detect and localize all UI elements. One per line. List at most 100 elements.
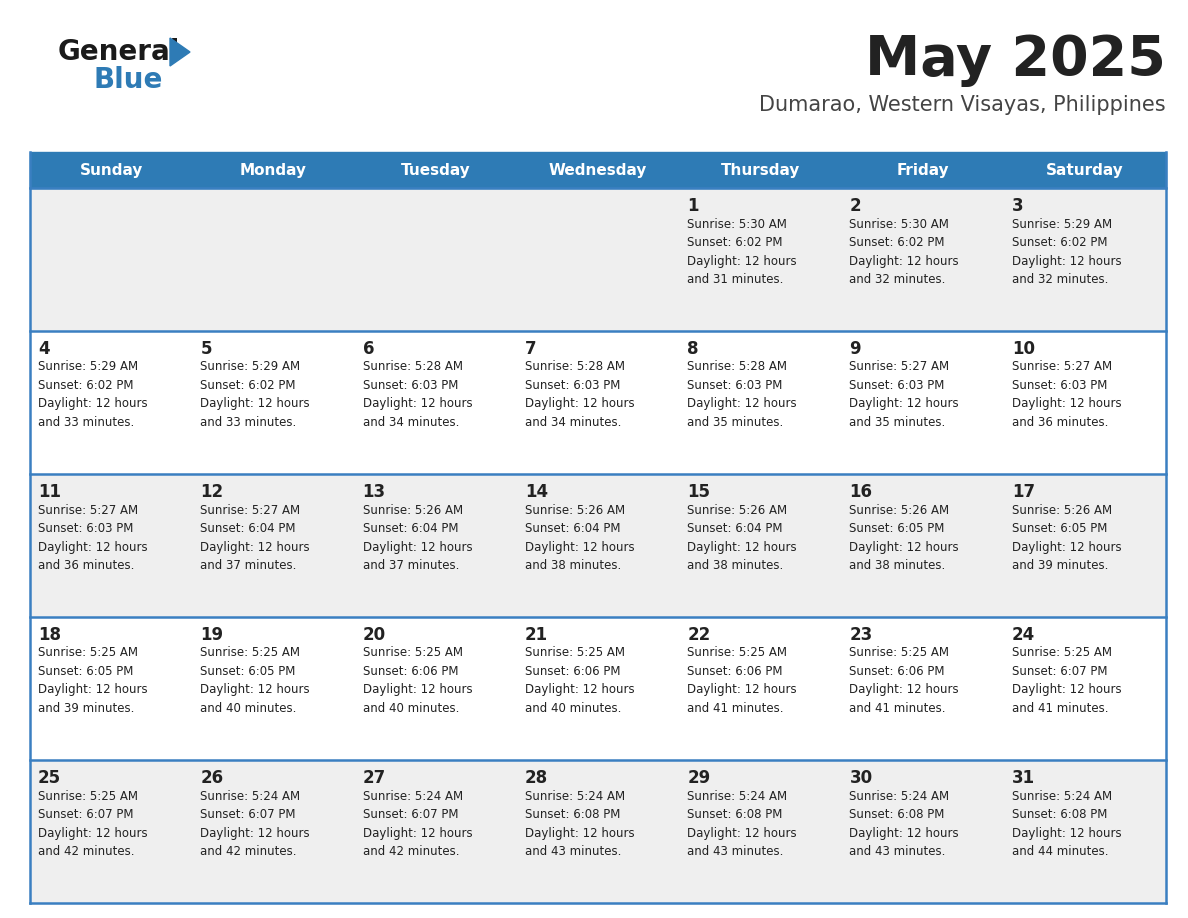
Text: and 41 minutes.: and 41 minutes. <box>849 702 946 715</box>
Text: Sunrise: 5:26 AM: Sunrise: 5:26 AM <box>1012 503 1112 517</box>
Text: 2: 2 <box>849 197 861 215</box>
Text: Sunrise: 5:24 AM: Sunrise: 5:24 AM <box>201 789 301 802</box>
Text: Daylight: 12 hours: Daylight: 12 hours <box>687 684 797 697</box>
Text: and 38 minutes.: and 38 minutes. <box>849 559 946 572</box>
Text: Sunrise: 5:28 AM: Sunrise: 5:28 AM <box>525 361 625 374</box>
Text: Daylight: 12 hours: Daylight: 12 hours <box>38 541 147 554</box>
Text: 29: 29 <box>687 769 710 787</box>
Text: Sunset: 6:02 PM: Sunset: 6:02 PM <box>849 236 944 249</box>
Text: 30: 30 <box>849 769 872 787</box>
Text: Sunrise: 5:24 AM: Sunrise: 5:24 AM <box>1012 789 1112 802</box>
Text: 18: 18 <box>38 626 61 644</box>
Text: Sunset: 6:08 PM: Sunset: 6:08 PM <box>849 808 944 821</box>
Text: and 33 minutes.: and 33 minutes. <box>201 416 297 429</box>
Text: Sunset: 6:02 PM: Sunset: 6:02 PM <box>201 379 296 392</box>
Text: Tuesday: Tuesday <box>400 162 470 177</box>
Text: Sunset: 6:07 PM: Sunset: 6:07 PM <box>38 808 133 821</box>
Text: Sunset: 6:05 PM: Sunset: 6:05 PM <box>201 665 296 678</box>
Text: Sunrise: 5:25 AM: Sunrise: 5:25 AM <box>525 646 625 659</box>
Text: Sunrise: 5:29 AM: Sunrise: 5:29 AM <box>1012 218 1112 230</box>
Text: Daylight: 12 hours: Daylight: 12 hours <box>849 541 959 554</box>
Text: Sunrise: 5:26 AM: Sunrise: 5:26 AM <box>525 503 625 517</box>
Text: Daylight: 12 hours: Daylight: 12 hours <box>1012 397 1121 410</box>
Text: Daylight: 12 hours: Daylight: 12 hours <box>849 826 959 839</box>
Text: Wednesday: Wednesday <box>549 162 647 177</box>
Text: Sunset: 6:06 PM: Sunset: 6:06 PM <box>687 665 783 678</box>
Text: and 36 minutes.: and 36 minutes. <box>1012 416 1108 429</box>
Text: and 35 minutes.: and 35 minutes. <box>849 416 946 429</box>
Bar <box>30 331 1165 474</box>
Text: Sunrise: 5:25 AM: Sunrise: 5:25 AM <box>38 646 138 659</box>
Bar <box>30 760 1165 903</box>
Text: 11: 11 <box>38 483 61 501</box>
Text: Sunset: 6:06 PM: Sunset: 6:06 PM <box>525 665 620 678</box>
Text: Daylight: 12 hours: Daylight: 12 hours <box>687 254 797 267</box>
Text: and 33 minutes.: and 33 minutes. <box>38 416 134 429</box>
Text: and 42 minutes.: and 42 minutes. <box>201 845 297 858</box>
Text: and 34 minutes.: and 34 minutes. <box>525 416 621 429</box>
Text: Sunset: 6:04 PM: Sunset: 6:04 PM <box>525 522 620 535</box>
Text: Sunrise: 5:25 AM: Sunrise: 5:25 AM <box>362 646 462 659</box>
Text: Sunset: 6:08 PM: Sunset: 6:08 PM <box>525 808 620 821</box>
Text: Sunset: 6:05 PM: Sunset: 6:05 PM <box>849 522 944 535</box>
Text: Sunrise: 5:28 AM: Sunrise: 5:28 AM <box>687 361 788 374</box>
Text: Daylight: 12 hours: Daylight: 12 hours <box>1012 684 1121 697</box>
Text: and 41 minutes.: and 41 minutes. <box>1012 702 1108 715</box>
Text: Daylight: 12 hours: Daylight: 12 hours <box>201 397 310 410</box>
Text: Sunrise: 5:25 AM: Sunrise: 5:25 AM <box>38 789 138 802</box>
Text: Sunrise: 5:27 AM: Sunrise: 5:27 AM <box>1012 361 1112 374</box>
Text: and 34 minutes.: and 34 minutes. <box>362 416 459 429</box>
Text: 28: 28 <box>525 769 548 787</box>
Text: Sunrise: 5:26 AM: Sunrise: 5:26 AM <box>849 503 949 517</box>
Bar <box>30 188 1165 331</box>
Text: Sunset: 6:06 PM: Sunset: 6:06 PM <box>362 665 459 678</box>
Text: Daylight: 12 hours: Daylight: 12 hours <box>1012 541 1121 554</box>
Text: and 42 minutes.: and 42 minutes. <box>362 845 459 858</box>
Text: Daylight: 12 hours: Daylight: 12 hours <box>525 397 634 410</box>
Text: 12: 12 <box>201 483 223 501</box>
Text: Sunrise: 5:30 AM: Sunrise: 5:30 AM <box>687 218 786 230</box>
Text: and 43 minutes.: and 43 minutes. <box>687 845 784 858</box>
Text: 24: 24 <box>1012 626 1035 644</box>
Text: Monday: Monday <box>240 162 307 177</box>
Text: Saturday: Saturday <box>1045 162 1124 177</box>
Text: 13: 13 <box>362 483 386 501</box>
Text: Daylight: 12 hours: Daylight: 12 hours <box>687 397 797 410</box>
Text: 20: 20 <box>362 626 386 644</box>
Text: and 38 minutes.: and 38 minutes. <box>687 559 783 572</box>
Text: 19: 19 <box>201 626 223 644</box>
Text: and 40 minutes.: and 40 minutes. <box>525 702 621 715</box>
Text: Sunset: 6:02 PM: Sunset: 6:02 PM <box>687 236 783 249</box>
Text: Sunrise: 5:26 AM: Sunrise: 5:26 AM <box>687 503 788 517</box>
Text: 31: 31 <box>1012 769 1035 787</box>
Text: 16: 16 <box>849 483 872 501</box>
Text: 7: 7 <box>525 340 537 358</box>
Text: 14: 14 <box>525 483 548 501</box>
Text: Sunset: 6:06 PM: Sunset: 6:06 PM <box>849 665 944 678</box>
Text: 9: 9 <box>849 340 861 358</box>
Text: Sunrise: 5:25 AM: Sunrise: 5:25 AM <box>1012 646 1112 659</box>
Text: Sunset: 6:07 PM: Sunset: 6:07 PM <box>201 808 296 821</box>
Text: Daylight: 12 hours: Daylight: 12 hours <box>362 397 472 410</box>
Text: Daylight: 12 hours: Daylight: 12 hours <box>38 397 147 410</box>
Text: Sunrise: 5:24 AM: Sunrise: 5:24 AM <box>687 789 788 802</box>
Text: Dumarao, Western Visayas, Philippines: Dumarao, Western Visayas, Philippines <box>759 95 1165 115</box>
Text: Sunset: 6:04 PM: Sunset: 6:04 PM <box>362 522 459 535</box>
Text: and 32 minutes.: and 32 minutes. <box>849 273 946 286</box>
Text: Sunset: 6:02 PM: Sunset: 6:02 PM <box>38 379 133 392</box>
Text: Daylight: 12 hours: Daylight: 12 hours <box>525 826 634 839</box>
Text: Sunset: 6:04 PM: Sunset: 6:04 PM <box>687 522 783 535</box>
Text: and 35 minutes.: and 35 minutes. <box>687 416 783 429</box>
Text: Sunrise: 5:27 AM: Sunrise: 5:27 AM <box>38 503 138 517</box>
Text: Sunrise: 5:24 AM: Sunrise: 5:24 AM <box>525 789 625 802</box>
Text: Daylight: 12 hours: Daylight: 12 hours <box>687 826 797 839</box>
Text: and 37 minutes.: and 37 minutes. <box>201 559 297 572</box>
Text: Sunrise: 5:29 AM: Sunrise: 5:29 AM <box>201 361 301 374</box>
Text: and 40 minutes.: and 40 minutes. <box>201 702 297 715</box>
Text: 1: 1 <box>687 197 699 215</box>
Text: and 39 minutes.: and 39 minutes. <box>38 702 134 715</box>
Text: Sunset: 6:05 PM: Sunset: 6:05 PM <box>38 665 133 678</box>
Text: Daylight: 12 hours: Daylight: 12 hours <box>38 684 147 697</box>
Text: Daylight: 12 hours: Daylight: 12 hours <box>201 541 310 554</box>
Text: Sunset: 6:04 PM: Sunset: 6:04 PM <box>201 522 296 535</box>
